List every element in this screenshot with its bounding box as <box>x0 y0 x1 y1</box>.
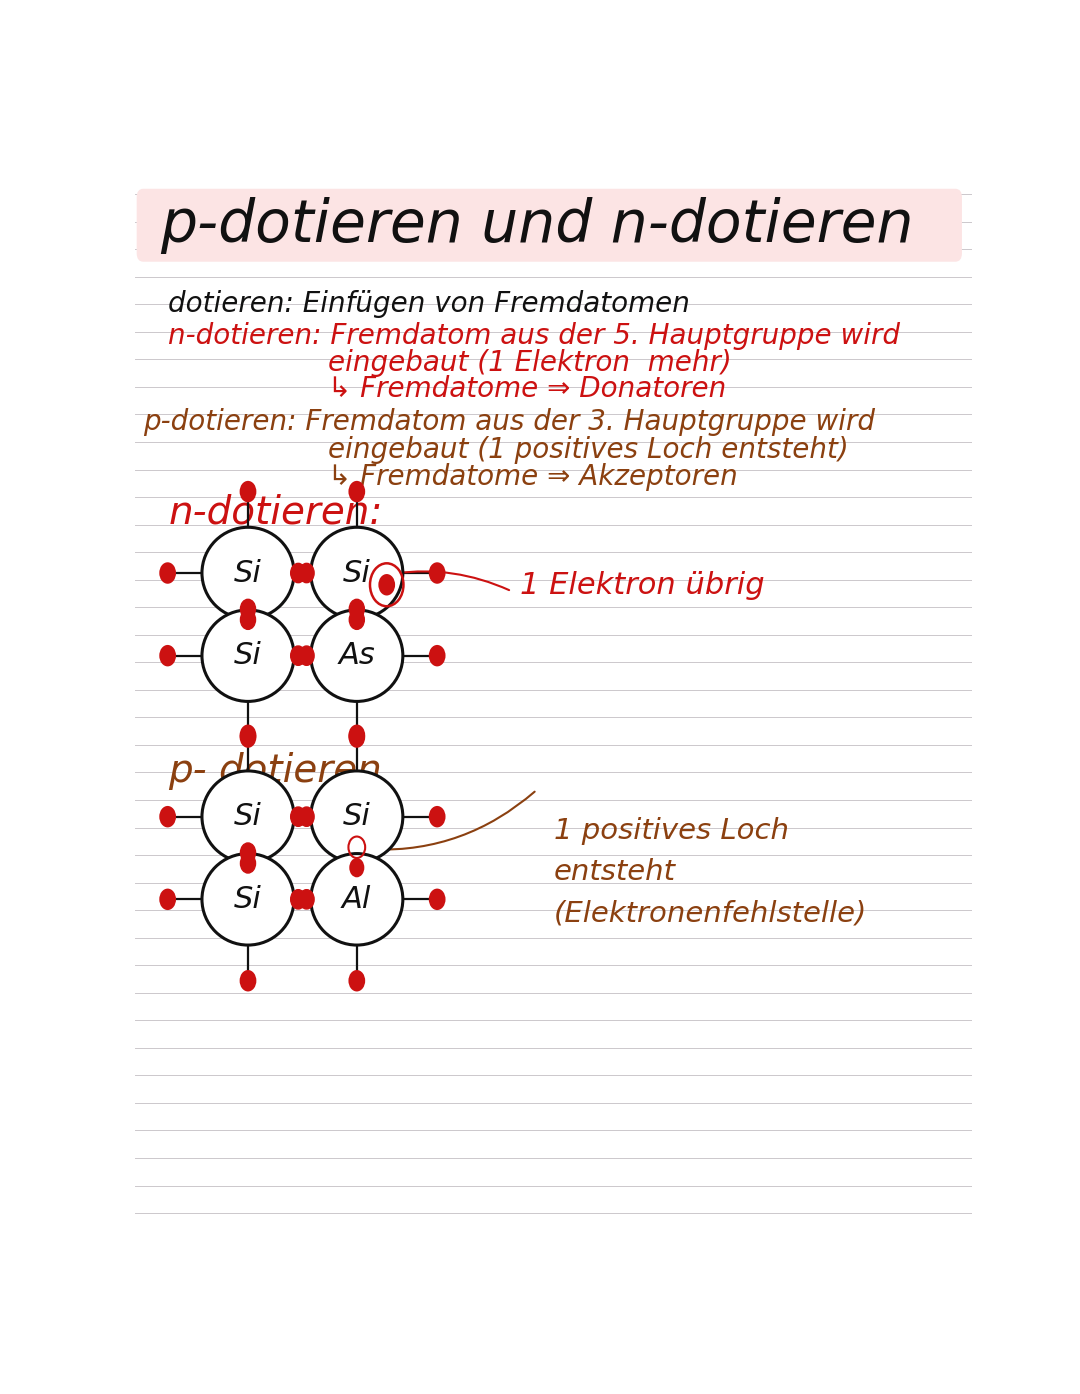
Circle shape <box>349 726 365 747</box>
Text: eingebaut (1 positives Loch entsteht): eingebaut (1 positives Loch entsteht) <box>327 435 848 464</box>
Ellipse shape <box>202 771 294 863</box>
Circle shape <box>429 645 446 666</box>
Text: n-dotieren:: n-dotieren: <box>168 493 383 533</box>
Circle shape <box>159 645 176 666</box>
Circle shape <box>291 645 306 665</box>
Circle shape <box>349 970 365 991</box>
Circle shape <box>299 889 314 909</box>
Circle shape <box>240 970 256 991</box>
Circle shape <box>241 843 256 863</box>
Circle shape <box>378 574 395 595</box>
Circle shape <box>240 481 256 502</box>
Ellipse shape <box>202 527 294 619</box>
Text: Si: Si <box>342 559 370 587</box>
Circle shape <box>349 481 365 502</box>
Ellipse shape <box>311 853 403 945</box>
Circle shape <box>241 853 256 873</box>
Text: Si: Si <box>234 641 262 671</box>
Text: Si: Si <box>234 885 262 914</box>
Ellipse shape <box>202 853 294 945</box>
Text: n-dotieren: Fremdatom aus der 5. Hauptgruppe wird: n-dotieren: Fremdatom aus der 5. Hauptgr… <box>168 322 901 350</box>
Circle shape <box>240 725 256 746</box>
Text: 1 positives Loch
entsteht
(Elektronenfehlstelle): 1 positives Loch entsteht (Elektronenfeh… <box>554 817 867 927</box>
Text: Si: Si <box>234 559 262 587</box>
Circle shape <box>349 599 364 619</box>
FancyBboxPatch shape <box>137 188 962 262</box>
Text: Al: Al <box>342 885 372 914</box>
Circle shape <box>241 599 256 619</box>
Text: p- dotieren: p- dotieren <box>168 751 382 789</box>
Circle shape <box>299 645 314 665</box>
Text: dotieren: Einfügen von Fremdatomen: dotieren: Einfügen von Fremdatomen <box>168 290 690 318</box>
Circle shape <box>429 806 446 828</box>
Text: ↳ Fremdatome ⇒ Akzeptoren: ↳ Fremdatome ⇒ Akzeptoren <box>327 463 738 492</box>
Circle shape <box>429 562 446 584</box>
Circle shape <box>240 726 256 747</box>
Text: p-dotieren und n-dotieren: p-dotieren und n-dotieren <box>160 197 914 254</box>
Circle shape <box>159 806 176 828</box>
Circle shape <box>349 725 365 746</box>
Text: ↳ Fremdatome ⇒ Donatoren: ↳ Fremdatome ⇒ Donatoren <box>327 375 726 403</box>
Circle shape <box>241 611 256 629</box>
Ellipse shape <box>311 771 403 863</box>
Text: Si: Si <box>342 802 370 831</box>
Circle shape <box>291 807 306 827</box>
Circle shape <box>349 611 364 629</box>
Text: eingebaut (1 Elektron  mehr): eingebaut (1 Elektron mehr) <box>327 348 731 376</box>
Text: As: As <box>338 641 375 671</box>
Circle shape <box>291 563 306 583</box>
Circle shape <box>291 889 306 909</box>
Text: p-dotieren: Fremdatom aus der 3. Hauptgruppe wird: p-dotieren: Fremdatom aus der 3. Hauptgr… <box>144 407 876 436</box>
Circle shape <box>159 888 176 910</box>
Circle shape <box>349 857 364 877</box>
Ellipse shape <box>202 611 294 701</box>
Circle shape <box>429 888 446 910</box>
Ellipse shape <box>311 527 403 619</box>
Text: Si: Si <box>234 802 262 831</box>
Ellipse shape <box>311 611 403 701</box>
Circle shape <box>299 807 314 827</box>
Circle shape <box>299 563 314 583</box>
Circle shape <box>159 562 176 584</box>
Text: 1 Elektron übrig: 1 Elektron übrig <box>521 572 765 601</box>
